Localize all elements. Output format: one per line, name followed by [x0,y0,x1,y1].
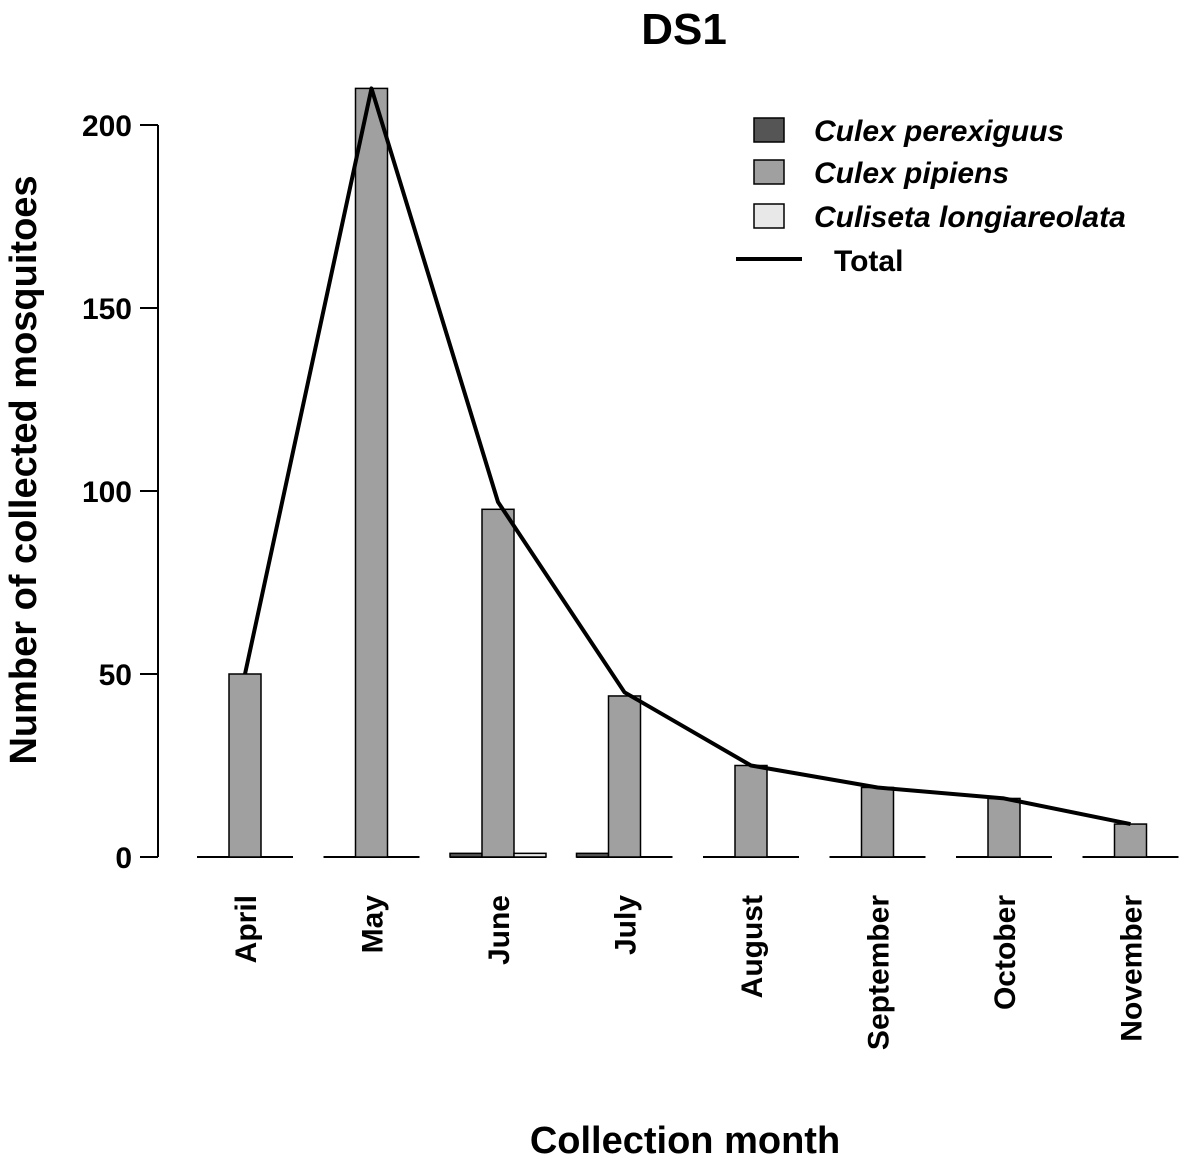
legend-label: Culex perexiguus [814,115,1064,148]
total-line-group [243,86,1131,827]
total-line [243,86,1131,827]
y-axis-label: Number of collected mosquitoes [3,175,45,764]
bar [607,695,642,858]
legend-swatch [753,159,785,185]
x-tick-label: September [863,895,896,1050]
x-tick-label: August [736,895,769,998]
x-tick-label: October [989,895,1022,1010]
legend-label: Total [834,245,903,278]
legend-label: Culiseta longiareolata [814,201,1126,234]
x-tick-label: June [483,895,516,965]
y-tick-label: 200 [82,110,132,143]
y-tick-label: 50 [99,659,132,692]
legend-label: Culex pipiens [814,157,1009,190]
bars [228,87,1148,858]
bar [860,786,895,858]
legend-swatch [753,203,785,229]
x-tick-label: May [357,895,390,954]
y-tick-label: 150 [82,293,132,326]
x-tick-labels: April May June July August September October No… [230,895,1149,1050]
legend: Culex perexiguus Culex pipiens Culiseta lo… [736,115,1126,278]
bar [1113,823,1148,858]
x-axis-label: Collection month [530,1120,840,1158]
x-tick-label: April [230,895,263,963]
y-axis: 0 50 100 150 200 [82,110,159,875]
y-tick-label: 100 [82,476,132,509]
bar [734,764,768,858]
x-tick-label: July [610,895,643,955]
bar [449,852,483,858]
bar [228,673,262,858]
bar [575,852,610,858]
bar [481,508,515,858]
y-tick-label: 0 [115,842,132,875]
chart-title: DS1 [641,5,727,54]
legend-swatch [753,117,785,143]
x-tick-label: November [1116,895,1149,1042]
bar [513,852,547,858]
bar [354,87,389,858]
bar [987,797,1021,858]
